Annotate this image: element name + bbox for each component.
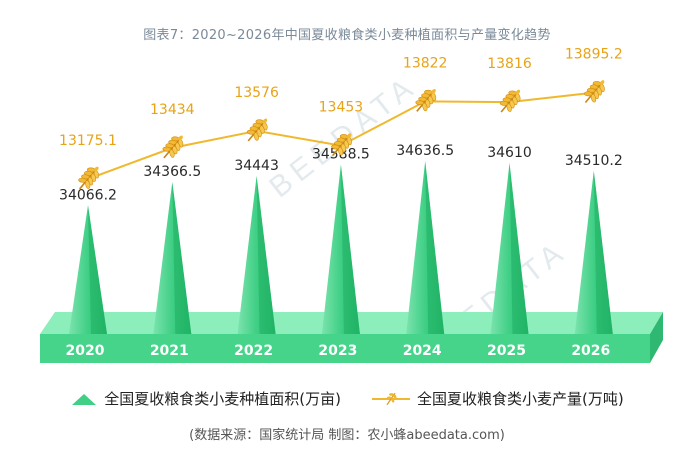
- output-value-label: 13816: [487, 56, 532, 72]
- area-value-label: 34610: [487, 145, 532, 161]
- area-value-label: 34510.2: [565, 153, 623, 169]
- wheat-icon: [584, 80, 605, 104]
- x-tick-label: 2023: [318, 343, 357, 359]
- area-data-labels: 34066.234366.53444334588.534636.53461034…: [59, 143, 623, 203]
- x-tick-label: 2022: [234, 343, 273, 359]
- output-value-label: 13434: [150, 102, 195, 118]
- cone-bar-shade: [425, 160, 445, 334]
- cone-bar-shade: [593, 170, 613, 334]
- x-tick-label: 2024: [403, 343, 442, 359]
- area-value-label: 34366.5: [143, 164, 201, 180]
- wheat-icon: [415, 88, 437, 112]
- cone-bar-shade: [340, 164, 360, 334]
- wheat-icon: [331, 133, 352, 157]
- x-tick-label: 2026: [571, 343, 610, 359]
- platform-front: [40, 334, 650, 363]
- legend-label-output: 全国夏收粮食类小麦产量(万吨): [417, 390, 624, 408]
- wheat-icon: [162, 135, 184, 159]
- platform-side: [650, 312, 663, 363]
- line-legend-icon: [372, 392, 410, 405]
- output-value-label: 13175.1: [59, 133, 117, 149]
- source-note: (数据来源：国家统计局 制图：农小蜂abeedata.com): [189, 428, 505, 443]
- output-value-label: 13453: [319, 100, 364, 116]
- cone-bar-shade: [172, 181, 192, 334]
- output-value-label: 13895.2: [565, 47, 623, 63]
- x-tick-labels: 2020 2021 2022 2023 2024 2025 2026: [66, 343, 611, 359]
- wheat-icon: [78, 166, 99, 190]
- x-tick-label: 2021: [150, 343, 189, 359]
- cone-bar-shade: [256, 175, 276, 334]
- area-value-label: 34636.5: [396, 143, 454, 159]
- cone-bar-shade: [509, 163, 529, 334]
- x-tick-label: 2020: [66, 343, 105, 359]
- cone-legend-icon: [72, 393, 97, 405]
- legend: 全国夏收粮食类小麦种植面积(万亩) 全国夏收粮食类小麦产量(万吨): [0, 388, 694, 409]
- legend-item-output: 全国夏收粮食类小麦产量(万吨): [371, 388, 624, 409]
- wheat-icon: [499, 89, 521, 113]
- output-value-label: 13576: [234, 85, 279, 101]
- output-data-labels: 13175.1 13434 13576 13453 13822 13816 13895.2: [59, 47, 623, 149]
- legend-item-area: 全国夏收粮食类小麦种植面积(万亩): [70, 388, 341, 409]
- wheat-icon: [246, 118, 268, 142]
- output-markers: [78, 80, 605, 190]
- x-tick-label: 2025: [487, 343, 526, 359]
- area-value-label: 34066.2: [59, 187, 117, 203]
- chart-title: 图表7：2020~2026年中国夏收粮食类小麦种植面积与产量变化趋势: [143, 28, 551, 43]
- cone-bars: [69, 160, 613, 334]
- cone-bar-shade: [88, 205, 107, 334]
- area-value-label: 34443: [234, 158, 279, 174]
- legend-label-area: 全国夏收粮食类小麦种植面积(万亩): [104, 390, 341, 408]
- output-value-label: 13822: [403, 55, 448, 71]
